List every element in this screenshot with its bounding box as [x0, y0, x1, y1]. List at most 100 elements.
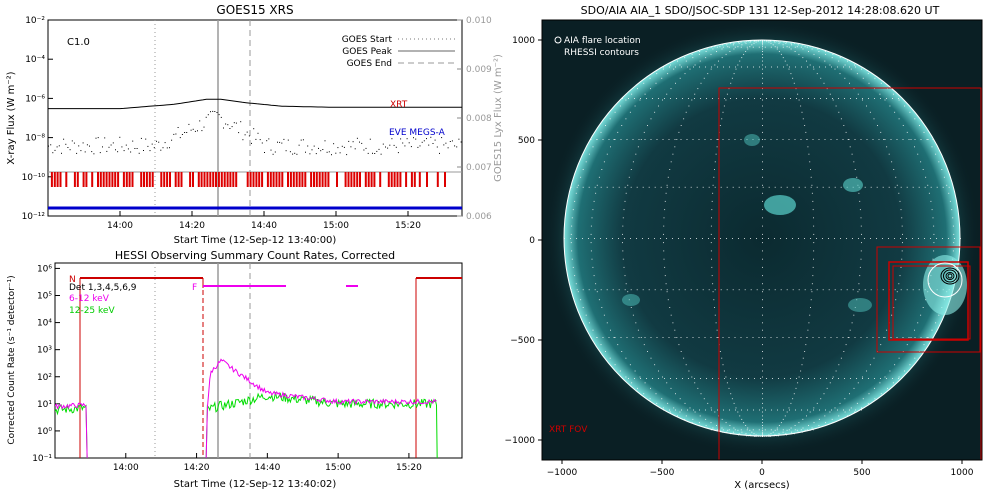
aia-grid-dot	[808, 322, 810, 324]
aia-grid-dot	[680, 139, 682, 140]
aia-grid-dot	[832, 98, 833, 99]
aia-grid-dot	[824, 60, 826, 62]
aia-grid-dot	[652, 98, 653, 99]
aia-grid-dot	[861, 233, 862, 235]
aia-grid-dot	[594, 289, 596, 291]
aia-grid-dot	[901, 250, 903, 252]
aia-grid-dot	[735, 66, 736, 68]
aia-grid-dot	[818, 139, 820, 140]
aia-grid-dot	[855, 409, 856, 411]
aia-grid-dot	[797, 382, 799, 384]
goes-short-point	[149, 150, 151, 152]
aia-grid-dot	[898, 378, 899, 379]
aia-grid-dot	[753, 66, 754, 68]
aia-grid-dot	[666, 186, 668, 188]
goes-short-point	[378, 148, 380, 150]
goes-short-point	[179, 137, 181, 139]
hessi-band1-label: 6-12 keV	[69, 294, 110, 304]
aia-grid-dot	[738, 42, 740, 44]
aia-grid-dot	[752, 429, 754, 431]
goes-short-point	[410, 146, 412, 148]
aia-grid-dot	[762, 176, 763, 178]
aia-grid-dot	[783, 41, 785, 43]
aia-grid-dot	[794, 425, 796, 426]
aia-grid-dot	[640, 139, 642, 140]
goes-xrt-bar	[321, 172, 324, 187]
goes-xrt-bar	[393, 172, 396, 187]
aia-grid-dot	[790, 402, 792, 404]
aia-grid-dot	[900, 238, 901, 239]
goes-short-point	[186, 132, 188, 133]
aia-panel: SDO/AIA AIA_1 SDO/JSOC-SDP 131 12-Sep-20…	[505, 4, 983, 491]
aia-grid-dot	[855, 66, 856, 68]
aia-grid-dot	[776, 40, 778, 42]
aia-grid-dot	[794, 139, 796, 140]
aia-grid-dot	[677, 415, 678, 417]
goes-xrt-bar	[145, 172, 148, 187]
aia-grid-dot	[906, 344, 908, 346]
aia-grid-dot	[834, 68, 836, 70]
aia-grid-dot	[732, 44, 734, 46]
aia-grid-dot	[590, 139, 592, 140]
aia-grid-dot	[654, 238, 655, 239]
aia-title: SDO/AIA AIA_1 SDO/JSOC-SDP 131 12-Sep-20…	[581, 4, 940, 17]
aia-grid-dot	[698, 422, 700, 424]
aia-grid-dot	[676, 98, 677, 99]
hessi-plot-frame	[54, 262, 463, 459]
goes-xrt-label: XRT	[390, 100, 408, 110]
aia-grid-dot	[734, 139, 736, 140]
aia-grid-dot	[731, 398, 733, 400]
goes-short-point	[248, 135, 250, 137]
aia-grid-dot	[800, 370, 802, 372]
aia-grid-dot	[909, 111, 911, 113]
goes-xrt-bar	[163, 172, 166, 187]
goes-short-point	[164, 142, 166, 144]
aia-grid-dot	[735, 407, 737, 409]
aia-grid-dot	[812, 200, 814, 202]
aia-grid-dot	[762, 415, 763, 417]
aia-grid-dot	[882, 289, 884, 291]
aia-grid-dot	[807, 409, 808, 411]
goes-short-point	[294, 152, 296, 154]
aia-grid-dot	[755, 41, 757, 43]
aia-grid-dot	[831, 409, 832, 411]
aia-grid-dot	[687, 409, 688, 411]
aia-grid-dot	[702, 289, 704, 291]
goes-short-point	[188, 123, 190, 125]
aia-grid-dot	[612, 238, 613, 239]
aia-grid-dot	[762, 431, 763, 433]
aia-grid-dot	[689, 407, 691, 409]
aia-grid-dot	[936, 186, 938, 188]
aia-grid-dot	[694, 378, 695, 379]
goes-short-point	[436, 146, 438, 148]
aia-grid-dot	[856, 176, 858, 178]
goes-short-point	[300, 139, 302, 141]
aia-grid-dot	[776, 337, 778, 338]
hessi-y-tick-label: 10⁶	[37, 264, 52, 274]
goes-xrt-bar	[131, 172, 134, 187]
goes-xrt-bar	[174, 172, 177, 187]
aia-grid-dot	[890, 139, 892, 140]
aia-grid-dot	[762, 68, 763, 70]
aia-grid-dot	[923, 131, 925, 133]
aia-grid-dot	[582, 289, 584, 291]
goes-xrt-bar	[125, 172, 128, 187]
goes-xrt-bar	[223, 172, 226, 187]
aia-grid-dot	[770, 433, 772, 435]
aia-grid-dot	[706, 48, 708, 50]
goes-xrt-bar	[97, 172, 99, 187]
aia-grid-dot	[935, 322, 937, 324]
aia-grid-dot	[793, 42, 795, 44]
aia-grid-dot	[813, 233, 815, 235]
goes-xrt-bar	[160, 172, 163, 187]
aia-grid-dot	[736, 98, 737, 99]
aia-grid-dot	[762, 291, 763, 293]
aia-grid-dot	[734, 337, 736, 338]
aia-grid-dot	[813, 409, 814, 411]
goes-short-point	[216, 112, 218, 113]
aia-grid-dot	[853, 387, 855, 389]
hessi-x-tick-label: 15:20	[396, 463, 422, 473]
goes-xrt-bar	[206, 172, 209, 187]
aia-grid-dot	[762, 422, 763, 424]
aia-grid-dot	[872, 139, 874, 140]
